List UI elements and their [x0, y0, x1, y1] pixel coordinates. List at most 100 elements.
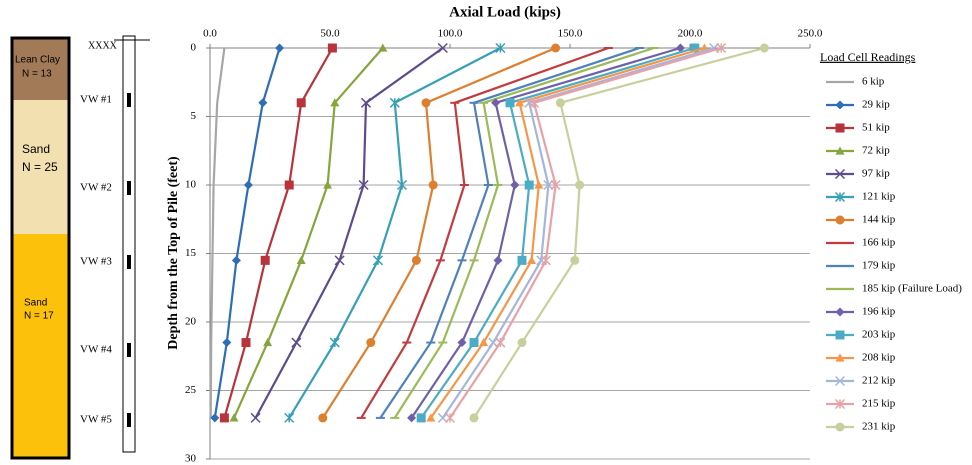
marker — [328, 44, 337, 53]
x-tick-label: 0.0 — [203, 28, 217, 40]
layer-name: Sand — [24, 298, 47, 309]
gauge-label: VW #1 — [80, 94, 112, 106]
legend-label: 51 kip — [862, 122, 890, 134]
legend-title: Load Cell Readings — [820, 50, 916, 64]
legend-label: 185 kip (Failure Load) — [862, 283, 962, 295]
marker — [836, 124, 845, 133]
marker — [527, 256, 536, 264]
marker — [297, 256, 306, 264]
marker — [429, 181, 438, 190]
marker — [220, 413, 229, 422]
marker — [261, 256, 270, 265]
layer-n: N = 17 — [24, 311, 54, 322]
marker — [390, 98, 399, 107]
marker — [575, 181, 584, 190]
marker — [230, 413, 239, 421]
page: Lean Clay N = 13 Sand N = 25 Sand N = 17… — [0, 0, 972, 465]
legend-label: 196 kip — [862, 306, 896, 318]
marker — [525, 181, 534, 190]
y-tick-label: 10 — [185, 179, 197, 191]
marker — [836, 331, 845, 340]
y-tick-label: 15 — [185, 247, 197, 259]
marker — [330, 338, 339, 347]
marker — [496, 338, 505, 347]
series — [211, 48, 225, 418]
sand-layer-2 — [12, 234, 69, 458]
series-line — [450, 48, 721, 418]
y-tick-label: 0 — [191, 42, 197, 54]
gauge-marker — [127, 413, 131, 427]
series-line — [256, 48, 443, 418]
marker — [285, 413, 294, 422]
marker — [222, 338, 231, 347]
series-line — [211, 48, 225, 418]
legend-label: 203 kip — [862, 329, 896, 341]
marker — [518, 256, 527, 265]
marker — [446, 413, 455, 422]
marker — [244, 181, 253, 190]
soil-profile: Lean Clay N = 13 Sand N = 25 Sand N = 17… — [12, 36, 150, 458]
marker — [374, 256, 383, 265]
x-tick-label: 50.0 — [320, 28, 340, 40]
marker — [366, 338, 375, 347]
marker — [542, 256, 551, 265]
legend-label: 29 kip — [862, 99, 890, 111]
legend-label: 166 kip — [862, 237, 896, 249]
gauge-marker — [127, 181, 131, 195]
gauge-label: VW #4 — [80, 344, 112, 356]
gauge-marker — [127, 255, 131, 269]
marker — [760, 44, 769, 53]
x-tick-label: 100.0 — [438, 28, 463, 40]
marker — [470, 413, 479, 422]
chart-title: Axial Load (kips) — [449, 4, 561, 20]
series — [446, 44, 726, 423]
marker — [510, 181, 519, 190]
marker — [318, 413, 327, 422]
layer-n: N = 13 — [22, 69, 52, 80]
layer-name: Lean Clay — [15, 55, 60, 66]
legend-label: 208 kip — [862, 352, 896, 364]
marker — [556, 98, 565, 107]
series-line — [234, 48, 383, 418]
marker — [285, 181, 294, 190]
gauge-label: VW #5 — [80, 414, 112, 426]
marker — [506, 98, 515, 107]
x-tick-label: 150.0 — [558, 28, 583, 40]
marker — [470, 338, 479, 347]
marker — [836, 216, 845, 225]
marker — [836, 308, 845, 317]
legend-label: 179 kip — [862, 260, 896, 272]
series — [220, 44, 337, 423]
x-tick-label: 200.0 — [678, 28, 703, 40]
layer-n: N = 25 — [22, 160, 58, 174]
gauge-label: VW #2 — [80, 182, 112, 194]
marker — [263, 338, 272, 346]
series — [251, 44, 447, 423]
marker — [518, 338, 527, 347]
gauge-marker — [127, 93, 131, 107]
marker — [551, 44, 560, 53]
y-axis-title: Depth from the Top of Pile (feet) — [166, 156, 181, 350]
legend-label: 231 kip — [862, 421, 896, 433]
x-tick-label: 250.0 — [798, 28, 823, 40]
y-tick-label: 5 — [191, 110, 197, 122]
marker — [836, 423, 845, 432]
legend-label: 72 kip — [862, 145, 890, 157]
y-tick-label: 20 — [185, 316, 197, 328]
marker — [232, 256, 241, 265]
marker — [494, 256, 503, 265]
layer-name: Sand — [22, 142, 50, 156]
marker — [836, 101, 845, 110]
marker — [242, 338, 251, 347]
marker — [417, 413, 426, 422]
legend-label: 97 kip — [862, 168, 890, 180]
gauge-label: VW #3 — [80, 256, 112, 268]
marker — [292, 338, 301, 347]
marker — [275, 44, 284, 53]
y-tick-label: 30 — [185, 453, 197, 465]
legend-label: 6 kip — [862, 76, 885, 88]
series-line — [215, 48, 280, 418]
gauge-marker — [127, 343, 131, 357]
marker — [297, 98, 306, 107]
